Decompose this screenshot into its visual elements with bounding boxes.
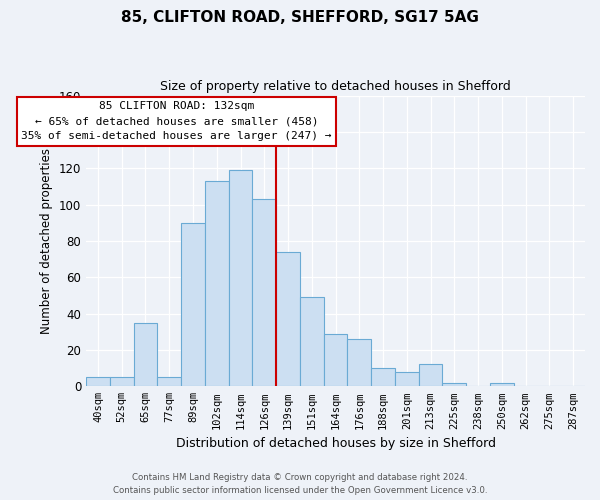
Text: 85 CLIFTON ROAD: 132sqm
← 65% of detached houses are smaller (458)
35% of semi-d: 85 CLIFTON ROAD: 132sqm ← 65% of detache… xyxy=(21,101,332,141)
Y-axis label: Number of detached properties: Number of detached properties xyxy=(40,148,53,334)
Bar xyxy=(490,382,514,386)
Bar xyxy=(134,322,157,386)
Bar xyxy=(347,339,371,386)
Bar xyxy=(371,368,395,386)
Bar xyxy=(110,377,134,386)
Text: 85, CLIFTON ROAD, SHEFFORD, SG17 5AG: 85, CLIFTON ROAD, SHEFFORD, SG17 5AG xyxy=(121,10,479,25)
X-axis label: Distribution of detached houses by size in Shefford: Distribution of detached houses by size … xyxy=(176,437,496,450)
Bar xyxy=(419,364,442,386)
Bar xyxy=(181,223,205,386)
Bar xyxy=(300,298,323,386)
Bar xyxy=(395,372,419,386)
Bar xyxy=(323,334,347,386)
Title: Size of property relative to detached houses in Shefford: Size of property relative to detached ho… xyxy=(160,80,511,93)
Bar xyxy=(205,181,229,386)
Bar xyxy=(157,377,181,386)
Bar xyxy=(253,199,276,386)
Bar xyxy=(86,377,110,386)
Bar xyxy=(229,170,253,386)
Text: Contains HM Land Registry data © Crown copyright and database right 2024.
Contai: Contains HM Land Registry data © Crown c… xyxy=(113,474,487,495)
Bar xyxy=(442,382,466,386)
Bar xyxy=(276,252,300,386)
